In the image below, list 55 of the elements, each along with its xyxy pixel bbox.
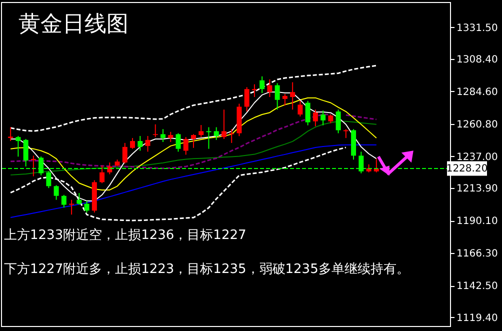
candlestick bbox=[54, 184, 59, 200]
y-tick-label: 1213.90 bbox=[456, 184, 498, 195]
candlestick bbox=[100, 165, 105, 184]
text: 黄金日线图 bbox=[18, 12, 128, 37]
y-tick-label: 1142.50 bbox=[456, 281, 498, 292]
candlestick bbox=[190, 134, 196, 148]
candlestick bbox=[298, 100, 303, 117]
candlestick bbox=[206, 126, 212, 150]
candlestick bbox=[305, 100, 310, 126]
candlestick bbox=[61, 194, 66, 208]
candlestick bbox=[198, 124, 204, 138]
candlestick bbox=[312, 109, 318, 127]
candlestick bbox=[320, 110, 326, 126]
candlestick bbox=[244, 86, 250, 112]
candlestick bbox=[274, 82, 280, 110]
y-tick-label: 1119.40 bbox=[456, 312, 498, 324]
line-series bbox=[10, 144, 377, 218]
candlestick bbox=[290, 82, 296, 110]
candlestick bbox=[260, 76, 265, 94]
candlestick bbox=[336, 109, 341, 134]
candlestick bbox=[229, 128, 234, 144]
line-series bbox=[10, 64, 378, 132]
candlestick bbox=[76, 192, 82, 206]
candlestick bbox=[214, 126, 219, 140]
candlestick bbox=[107, 162, 112, 175]
candlestick bbox=[252, 84, 257, 98]
candlestick bbox=[138, 135, 143, 152]
annotation: 上方1233附近空，止损1236，目标1227 bbox=[4, 227, 246, 244]
y-tick-label: 1190.10 bbox=[456, 216, 498, 228]
candlestick bbox=[46, 170, 52, 189]
y-tick-label: 1308.40 bbox=[456, 54, 498, 66]
candlestick bbox=[168, 131, 174, 142]
y-tick-label: 1331.50 bbox=[456, 22, 498, 34]
candlestick bbox=[84, 200, 90, 214]
candlestick bbox=[30, 155, 36, 177]
candlestick bbox=[267, 78, 272, 98]
y-tick-label: 1284.60 bbox=[456, 86, 498, 98]
y-tick-label: 1237.00 bbox=[456, 152, 498, 163]
candlestick bbox=[176, 132, 181, 152]
y-tick-label: 1260.80 bbox=[456, 119, 498, 130]
candlestick bbox=[145, 135, 150, 152]
annotation: 下方1227附近多，止损1223，目标1235，弱破1235多单继续持有。 bbox=[4, 261, 410, 278]
candlestick bbox=[130, 138, 136, 150]
candlestick bbox=[16, 135, 21, 158]
ref-line-label: 1228.20 bbox=[446, 164, 488, 175]
candlestick bbox=[374, 158, 379, 173]
candlestick bbox=[152, 124, 158, 138]
candlestick bbox=[122, 142, 128, 164]
line-series bbox=[10, 97, 377, 190]
y-tick-label: 1166.30 bbox=[456, 248, 498, 260]
candlestick bbox=[160, 128, 166, 142]
candlestick bbox=[282, 94, 288, 106]
candlestick bbox=[221, 109, 226, 140]
candlestick bbox=[183, 136, 188, 156]
candlestick bbox=[8, 126, 14, 142]
